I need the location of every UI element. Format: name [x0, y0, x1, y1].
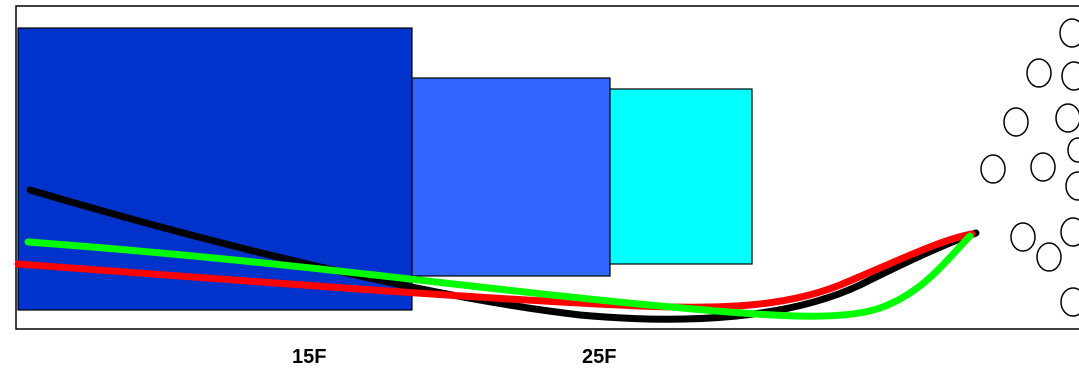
label-15f: 15F	[292, 346, 326, 368]
curve-green	[24, 232, 974, 320]
hole	[1067, 137, 1079, 163]
hole	[1036, 242, 1062, 272]
block-cyan	[609, 88, 753, 265]
label-25f: 25F	[582, 346, 616, 368]
hole	[1003, 107, 1029, 137]
hole	[1055, 103, 1079, 133]
block-medium-blue	[411, 77, 611, 277]
hole	[1010, 222, 1036, 252]
block-dark-blue	[17, 27, 413, 311]
hole	[1059, 18, 1079, 48]
hole	[1061, 61, 1079, 91]
hole	[980, 154, 1006, 184]
hole	[1030, 152, 1056, 182]
hole-pattern	[980, 18, 1079, 317]
hole	[1060, 287, 1079, 317]
hole	[1065, 171, 1079, 201]
curve-black	[26, 186, 980, 323]
hole	[1060, 217, 1079, 247]
hole	[1026, 58, 1052, 88]
